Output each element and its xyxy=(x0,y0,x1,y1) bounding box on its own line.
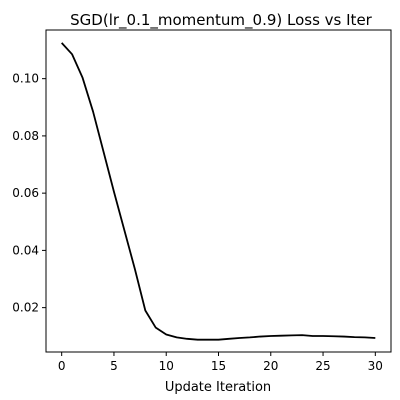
y-tick-label: 0.10 xyxy=(12,72,39,86)
x-axis-label: Update Iteration xyxy=(165,380,271,395)
series-group xyxy=(61,42,376,341)
x-tick-label: 20 xyxy=(263,359,278,373)
plot-frame xyxy=(45,29,392,353)
y-tick-label: 0.04 xyxy=(12,243,39,257)
loss-series-line xyxy=(61,42,376,341)
x-tick-label: 25 xyxy=(315,359,330,373)
x-axis-ticks: 0 5 10 15 20 25 30 xyxy=(58,352,383,373)
y-tick-label: 0.08 xyxy=(12,129,39,143)
y-axis-ticks: 0.02 0.04 0.06 0.08 0.10 xyxy=(12,72,46,315)
x-tick-label: 30 xyxy=(368,359,383,373)
x-tick-label: 0 xyxy=(58,359,66,373)
y-tick-label: 0.02 xyxy=(12,301,39,315)
x-tick-label: 10 xyxy=(159,359,174,373)
y-tick-label: 0.06 xyxy=(12,186,39,200)
x-tick-label: 5 xyxy=(110,359,118,373)
chart-title: SGD(lr_0.1_momentum_0.9) Loss vs Iter xyxy=(70,11,373,30)
x-tick-label: 15 xyxy=(211,359,226,373)
